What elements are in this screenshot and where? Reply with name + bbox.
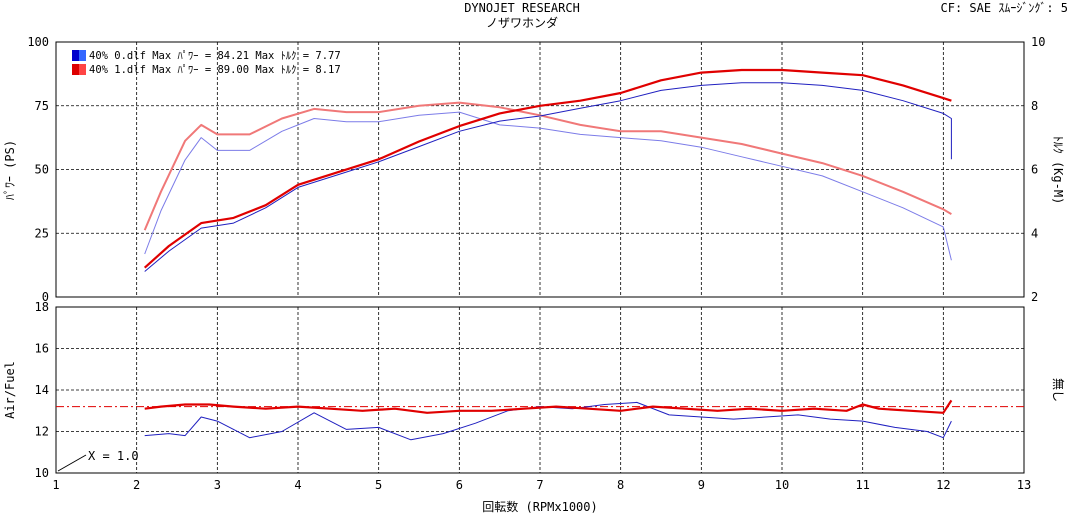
rpm-axis-label: 回転数 (RPMx1000)	[482, 499, 597, 514]
rpm-tick-label: 11	[855, 478, 869, 492]
air-fuel-tick-label: 16	[35, 342, 49, 356]
chart-title: DYNOJET RESEARCH	[464, 1, 580, 15]
rpm-tick-label: 5	[375, 478, 382, 492]
torque-tick-label: 4	[1031, 226, 1038, 240]
rpm-tick-label: 4	[294, 478, 301, 492]
air-fuel-right-axis-label: 無し	[1051, 378, 1066, 402]
torque-axis-label: ﾄﾙｸ (Kg-M)	[1051, 136, 1065, 205]
torque-tick-label: 8	[1031, 99, 1038, 113]
legend-swatch-run0-light	[79, 50, 86, 61]
power-tick-label: 100	[27, 35, 49, 49]
power-torque-series	[143, 68, 952, 272]
torque-tick-label: 2	[1031, 290, 1038, 304]
power-tick-label: 0	[42, 290, 49, 304]
legend: 40% 0.dlf Max ﾊﾟﾜｰ = 84.21 Max ﾄﾙｸ = 7.7…	[72, 50, 341, 76]
power-tick-label: 50	[35, 163, 49, 177]
air-fuel-tick-label: 18	[35, 300, 49, 314]
power-grid	[56, 42, 1024, 297]
torque-curve-run0	[144, 111, 952, 261]
power-axis-ticks: 0 25 50 75 100	[27, 35, 49, 304]
torque-axis-ticks: 2 4 6 8 10	[1031, 35, 1045, 304]
annotation-leader	[57, 454, 87, 472]
air-fuel-tick-label: 12	[35, 425, 49, 439]
power-tick-label: 75	[35, 99, 49, 113]
rpm-tick-label: 9	[698, 478, 705, 492]
torque-tick-label: 6	[1031, 163, 1038, 177]
rpm-axis-ticks: 1 2 3 4 5 6 7 8 9 10 11 12 13	[52, 478, 1031, 492]
rpm-tick-label: 3	[214, 478, 221, 492]
air-fuel-tick-label: 10	[35, 466, 49, 480]
rpm-tick-label: 6	[456, 478, 463, 492]
chart-subtitle: ノザワホンダ	[486, 15, 558, 30]
rpm-tick-label: 8	[617, 478, 624, 492]
rpm-tick-label: 10	[775, 478, 789, 492]
rpm-tick-label: 13	[1017, 478, 1031, 492]
smoothing-settings: CF: SAE ｽﾑｰｼﾞﾝｸﾞ: 5	[941, 1, 1068, 15]
power-curve-run0	[144, 82, 952, 272]
torque-tick-label: 10	[1031, 35, 1045, 49]
air-fuel-axis-label: Air/Fuel	[3, 361, 17, 419]
power-curve-run1	[143, 68, 952, 269]
legend-label-run1: 40% 1.dlf Max ﾊﾟﾜｰ = 89.00 Max ﾄﾙｸ = 8.1…	[89, 64, 341, 76]
power-tick-label: 25	[35, 226, 49, 240]
air-fuel-series	[56, 399, 1024, 441]
power-axis-label: ﾊﾟﾜｰ (PS)	[3, 140, 17, 200]
torque-curve-run1	[143, 101, 952, 231]
legend-swatch-run1	[72, 64, 79, 75]
rpm-tick-label: 12	[936, 478, 950, 492]
air-fuel-axis-ticks: 10 12 14 16 18	[35, 300, 49, 480]
rpm-tick-label: 2	[133, 478, 140, 492]
x-annotation: X = 1.0	[88, 449, 139, 463]
air-fuel-tick-label: 14	[35, 383, 49, 397]
legend-swatch-run1-light	[79, 64, 86, 75]
legend-swatch-run0	[72, 50, 79, 61]
air-fuel-grid	[56, 307, 1024, 473]
air-fuel-curve-run1	[144, 399, 953, 414]
rpm-tick-label: 1	[52, 478, 59, 492]
legend-label-run0: 40% 0.dlf Max ﾊﾟﾜｰ = 84.21 Max ﾄﾙｸ = 7.7…	[89, 50, 341, 62]
rpm-tick-label: 7	[536, 478, 543, 492]
